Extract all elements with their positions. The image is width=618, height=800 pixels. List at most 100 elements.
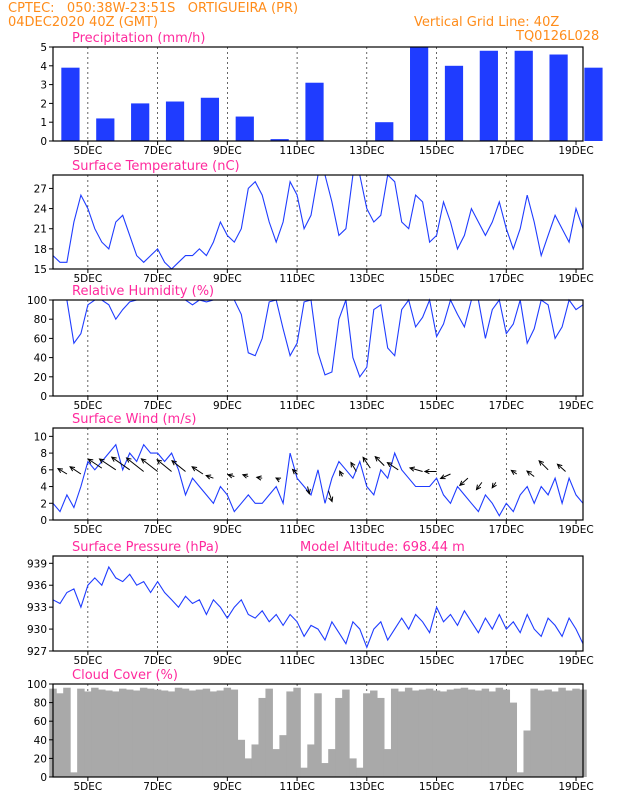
- wind-arrow-head: [171, 459, 177, 466]
- wind-arrow-shaft: [69, 466, 82, 475]
- wind-arrow-head: [110, 456, 117, 462]
- y-tick-label: 100: [27, 295, 47, 307]
- x-tick-label: 17DEC: [489, 145, 524, 157]
- x-tick-label: 19DEC: [558, 524, 593, 536]
- cloud-bar: [77, 688, 85, 777]
- cloud-bar: [523, 730, 531, 777]
- humidity-title: Relative Humidity (%): [72, 284, 214, 299]
- cloud-bar: [132, 690, 141, 777]
- cloud-bar: [209, 691, 218, 777]
- cloud-bar: [502, 689, 511, 777]
- precip-bar: [375, 122, 394, 141]
- pressure-panel: 927 930 933 936 939 5DEC 7DEC 9DEC 11DEC 13DEC 15D…: [27, 540, 594, 667]
- x-tick-label: 11DEC: [279, 273, 314, 285]
- y-tick-label: 80: [34, 314, 47, 326]
- cloud-bar: [537, 690, 545, 777]
- x-tick-label: 5DEC: [74, 145, 103, 157]
- wind-arrow-shaft: [191, 466, 204, 475]
- x-tick-label: 5DEC: [74, 655, 103, 667]
- x-tick-label: 5DEC: [74, 524, 103, 536]
- cloud-bar: [105, 690, 113, 777]
- y-tick-label: 933: [27, 602, 47, 614]
- cloud-bar: [363, 693, 371, 777]
- cloud-bar: [91, 687, 99, 777]
- cloud-bar: [530, 688, 538, 777]
- wind-arrow-head: [191, 466, 198, 472]
- x-tick-label: 7DEC: [143, 524, 172, 536]
- precip-bar: [270, 139, 289, 141]
- wind-arrow-shaft: [538, 460, 549, 471]
- cloud-bar: [377, 697, 385, 777]
- cloud-bar: [551, 691, 559, 777]
- wind-arrow-shaft: [126, 457, 144, 472]
- x-tick-label: 19DEC: [558, 400, 593, 412]
- cloud-bar: [70, 772, 78, 777]
- wind-arrow-shaft: [141, 458, 158, 472]
- y-tick-label: 927: [27, 646, 47, 658]
- wind-arrow-head: [475, 484, 482, 491]
- x-tick-label: 5DEC: [74, 400, 103, 412]
- cloud-bar: [572, 688, 580, 777]
- y-tick-label: 6: [40, 465, 47, 477]
- x-tick-label: 19DEC: [558, 273, 593, 285]
- y-tick-label: 21: [34, 224, 47, 236]
- humidity-panel: 0 20 40 60 80 100 5DEC 7DEC 9DEC 11DEC 13DEC 15DEC 1…: [27, 284, 594, 412]
- precip-bar: [444, 65, 464, 141]
- x-tick-label: 11DEC: [279, 145, 314, 157]
- x-tick-label: 13DEC: [349, 400, 384, 412]
- precipitation-title: Precipitation (mm/h): [72, 31, 205, 46]
- y-tick-label: 60: [34, 716, 47, 728]
- precip-bar: [96, 118, 115, 141]
- wind-arrow-head: [255, 475, 262, 481]
- cloud-bar: [342, 689, 350, 777]
- wind-arrow-head: [69, 466, 76, 472]
- precipitation-panel: 0 1 2 3 4 5 5DEC 7DEC 9DEC 11DEC 13DEC 15DEC 17DEC 19…: [40, 31, 603, 157]
- wind-arrow-shaft: [350, 462, 357, 472]
- wind-arrow-shaft: [206, 475, 214, 479]
- wind-arrow-shaft: [156, 459, 172, 472]
- wind-arrow-shaft: [88, 458, 103, 469]
- wind-arrow-shaft: [307, 486, 310, 494]
- y-tick-label: 80: [34, 698, 47, 710]
- panel-frame: [52, 299, 584, 397]
- wind-arrow-shaft: [459, 477, 469, 486]
- cloud-bar: [265, 688, 273, 777]
- wind-arrow-head: [275, 477, 282, 483]
- cloud-bar: [223, 687, 232, 777]
- temperature-title: Surface Temperature (nC): [72, 159, 240, 174]
- cloud-bar: [300, 767, 308, 777]
- x-tick-label: 7DEC: [143, 273, 172, 285]
- precip-bar: [131, 103, 150, 141]
- wind-arrow-head: [491, 482, 497, 489]
- x-tick-label: 13DEC: [349, 273, 384, 285]
- wind-arrow-head: [458, 480, 465, 487]
- wind-arrow-shaft: [409, 467, 423, 472]
- wind-arrow-head: [408, 466, 416, 472]
- wind-arrow-head: [362, 456, 368, 463]
- y-tick-label: 936: [27, 580, 47, 592]
- y-tick-label: 27: [34, 183, 47, 195]
- cloud-bar: [544, 689, 552, 777]
- panel-frame: [52, 46, 584, 142]
- wind-arrow-head: [156, 459, 163, 465]
- cloud-bar: [258, 697, 266, 777]
- x-tick-label: 11DEC: [279, 655, 314, 667]
- wind-arrow-head: [339, 470, 344, 477]
- y-tick-label: 0: [40, 391, 47, 403]
- x-tick-label: 11DEC: [279, 781, 314, 793]
- cloud-bar: [174, 687, 183, 777]
- cloud-bar: [293, 687, 301, 777]
- x-tick-label: 15DEC: [419, 524, 454, 536]
- x-tick-label: 7DEC: [143, 781, 172, 793]
- precip-bar: [165, 101, 185, 141]
- panel-frame: [52, 174, 584, 270]
- x-tick-label: 15DEC: [419, 145, 454, 157]
- cloud-bar: [160, 690, 169, 777]
- temperature-panel: 15 18 21 24 27 5DEC 7DEC 9DEC 11DEC 13DEC 15DEC 17D…: [34, 159, 594, 285]
- cloud-bar: [565, 690, 573, 777]
- wind-arrow-head: [423, 468, 430, 475]
- y-tick-label: 5: [40, 42, 47, 54]
- precip-bar: [235, 116, 254, 141]
- wind-panel: 0 2 4 6 8 10 5DEC 7DEC 9DEC 11DEC 13DEC 15DEC 17DEC 1…: [34, 412, 594, 536]
